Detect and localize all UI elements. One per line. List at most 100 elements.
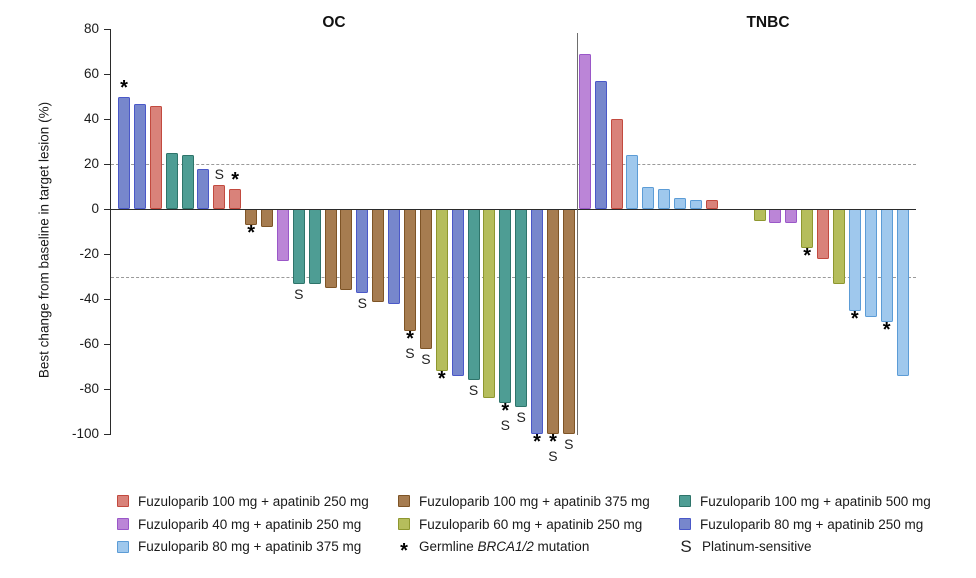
reference-line: [111, 164, 916, 166]
oc-bar-13: [308, 209, 321, 284]
tnbc-bar-3: [610, 119, 623, 210]
oc-bar-24: [483, 209, 496, 399]
legend-swatch-f100a500: [679, 495, 691, 508]
oc-bar-27: [531, 209, 544, 435]
oc-bar-12: [292, 209, 305, 284]
reference-line: [111, 276, 916, 278]
oc-bar-8: [229, 189, 242, 210]
legend-column-2: Fuzuloparib 100 mg + apatinib 375 mg Fuzu…: [398, 490, 650, 562]
legend-label-f60a250: Fuzuloparib 60 mg + apatinib 250 mg: [419, 516, 643, 532]
tnbc-bar-16: [817, 209, 830, 259]
oc-bar-1: [118, 96, 130, 210]
legend-item-f100a250: Fuzuloparib 100 mg + apatinib 250 mg: [117, 490, 369, 513]
platinum-sensitive-s: S: [357, 294, 367, 311]
y-tick-label: 40: [83, 111, 99, 127]
group-title-tnbc: TNBC: [746, 14, 790, 31]
legend-item-f40a250: Fuzuloparib 40 mg + apatinib 250 mg: [117, 513, 369, 536]
legend-swatch-f80a250: [679, 518, 691, 531]
platinum-sensitive-s: S: [516, 409, 526, 426]
germline-mutation-star: *: [533, 431, 541, 454]
asterisk-icon: *: [400, 539, 408, 562]
oc-bar-5: [181, 155, 194, 210]
tnbc-bar-13: [769, 209, 782, 223]
tnbc-bar-1: [578, 54, 591, 210]
y-tick-label: -40: [79, 291, 99, 307]
tnbc-bar-2: [594, 81, 607, 210]
platinum-sensitive-s: S: [564, 436, 574, 453]
oc-bar-28: [546, 209, 559, 435]
tnbc-bar-21: [896, 209, 909, 376]
legend-item-f100a500: Fuzuloparib 100 mg + apatinib 500 mg: [679, 490, 931, 513]
y-tick: [103, 298, 110, 301]
oc-bar-10: [260, 209, 273, 228]
group-title-oc: OC: [322, 14, 346, 31]
y-tick: [103, 163, 110, 166]
legend-label-f100a375: Fuzuloparib 100 mg + apatinib 375 mg: [419, 493, 650, 509]
germline-mutation-star: *: [501, 399, 510, 422]
platinum-sensitive-s: S: [500, 416, 510, 433]
oc-bar-23: [467, 209, 480, 381]
platinum-sensitive-s: S: [214, 166, 224, 183]
platinum-sensitive-s: S: [548, 448, 558, 465]
oc-bar-7: [213, 184, 226, 210]
tnbc-bar-6: [658, 189, 671, 210]
tnbc-bar-15: [801, 209, 814, 248]
platinum-sensitive-s: S: [421, 350, 431, 367]
y-tick-label: 20: [83, 156, 99, 172]
oc-bar-16: [356, 209, 369, 293]
legend-column-3: Fuzuloparib 100 mg + apatinib 500 mg Fuzu…: [679, 490, 931, 558]
germline-mutation-star: *: [803, 244, 812, 267]
legend-swatch-f100a375: [398, 495, 410, 508]
legend-label-germline-mutation: Germline BRCA1/2 mutation: [419, 539, 590, 555]
legend-swatch-f100a250: [117, 495, 129, 508]
legend-label-f100a250: Fuzuloparib 100 mg + apatinib 250 mg: [138, 493, 369, 509]
y-tick: [103, 343, 110, 346]
legend-item-f60a250: Fuzuloparib 60 mg + apatinib 250 mg: [398, 513, 650, 536]
oc-bar-15: [340, 209, 353, 291]
oc-bar-20: [419, 209, 432, 349]
y-axis-label: Best change from baseline in target lesi…: [36, 101, 52, 379]
oc-bar-19: [403, 209, 416, 331]
y-tick: [103, 208, 110, 211]
y-tick: [103, 433, 110, 436]
y-tick: [103, 28, 110, 31]
y-tick-label: 60: [83, 66, 99, 82]
legend-label-platinum-sensitive: Platinum-sensitive: [702, 539, 812, 555]
oc-bar-22: [451, 209, 464, 376]
group-divider-line: [577, 33, 579, 435]
legend-label-f80a375: Fuzuloparib 80 mg + apatinib 375 mg: [138, 539, 362, 555]
oc-bar-18: [388, 209, 401, 304]
oc-bar-2: [133, 103, 146, 210]
legend-item-f100a375: Fuzuloparib 100 mg + apatinib 375 mg: [398, 490, 650, 513]
oc-bar-6: [197, 168, 210, 210]
platinum-sensitive-s: S: [294, 285, 304, 302]
tnbc-bar-5: [642, 186, 655, 210]
legend-swatch-f40a250: [117, 518, 129, 531]
legend-item-f80a250: Fuzuloparib 80 mg + apatinib 250 mg: [679, 513, 931, 536]
y-tick-label: -100: [71, 426, 99, 442]
platinum-sensitive-s: S: [405, 344, 415, 361]
legend-swatch-f80a375: [117, 540, 129, 553]
y-tick: [103, 118, 110, 121]
tnbc-bar-20: [880, 209, 893, 322]
tnbc-bar-19: [864, 209, 877, 318]
oc-bar-17: [372, 209, 385, 302]
y-tick-label: 0: [91, 201, 99, 217]
y-tick: [103, 73, 110, 76]
oc-bar-25: [499, 209, 512, 403]
legend-swatch-f60a250: [398, 518, 410, 531]
germline-mutation-star: *: [231, 169, 240, 192]
oc-bar-4: [165, 153, 178, 210]
germline-mutation-star: *: [120, 76, 128, 99]
tnbc-bar-12: [753, 209, 766, 221]
y-tick-label: -60: [79, 336, 99, 352]
y-tick-label: -80: [79, 381, 99, 397]
y-tick-label: -20: [79, 246, 99, 262]
germline-mutation-star: *: [882, 318, 891, 341]
oc-bar-14: [324, 209, 337, 289]
oc-bar-11: [276, 209, 289, 262]
legend-label-f40a250: Fuzuloparib 40 mg + apatinib 250 mg: [138, 516, 362, 532]
germline-mutation-star: *: [247, 222, 255, 245]
tnbc-bar-18: [848, 209, 861, 311]
